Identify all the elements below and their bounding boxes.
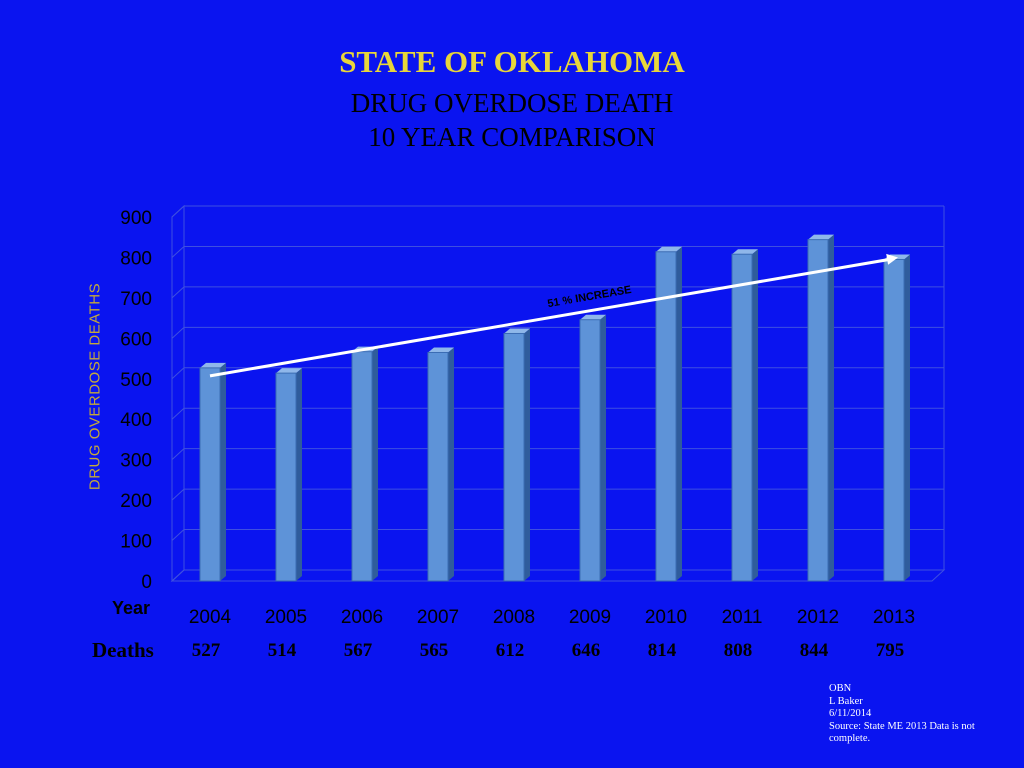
note-author: L Baker: [829, 695, 863, 707]
gridline-depth: [171, 488, 185, 501]
deaths-value: 646: [572, 640, 601, 661]
x-tick-label: 2013: [873, 607, 915, 628]
bar: [427, 351, 449, 582]
x-tick-label: 2008: [493, 607, 535, 628]
gridline-depth: [171, 367, 185, 380]
bar-side: [220, 362, 226, 581]
trend-line: [209, 257, 893, 378]
bar: [503, 332, 525, 582]
source-note: OBN L Baker 6/11/2014 Source: State ME 2…: [829, 683, 1009, 746]
bar: [807, 239, 829, 582]
deaths-value: 567: [344, 640, 373, 661]
chart-title: STATE OF OKLAHOMA: [339, 44, 685, 79]
bar: [655, 251, 677, 582]
deaths-value: 612: [496, 640, 525, 661]
bar: [275, 372, 297, 582]
bar-side: [600, 314, 606, 581]
deaths-value: 844: [800, 640, 829, 661]
gridline-depth: [171, 326, 185, 339]
y-axis-label: DRUG OVERDOSE DEATHS: [86, 282, 104, 491]
y-tick-label: 800: [120, 248, 152, 269]
bar-side: [372, 346, 378, 581]
x-tick-label: 2012: [797, 607, 839, 628]
y-tick-label: 300: [120, 451, 152, 472]
note-agency: OBN: [829, 683, 852, 694]
bar-top: [732, 249, 758, 255]
y-tick-label: 900: [120, 208, 152, 229]
bar-side: [828, 234, 834, 581]
bar-top: [504, 328, 530, 334]
x-tick-label: 2005: [265, 607, 307, 628]
y-tick-label: 400: [120, 410, 152, 431]
bar: [199, 367, 221, 582]
bar-top: [200, 362, 226, 368]
gridline-depth: [171, 529, 185, 541]
deaths-value: 514: [268, 640, 297, 661]
y-tick-label: 200: [120, 491, 152, 512]
y-tick-label: 0: [141, 572, 152, 593]
deaths-value: 814: [648, 640, 677, 661]
bar-top: [580, 314, 606, 320]
x-tick-label: 2010: [645, 607, 687, 628]
deaths-row-label: Deaths: [92, 638, 154, 662]
gridline-depth: [171, 246, 185, 258]
side-wall: [171, 204, 185, 583]
bar-top: [276, 368, 302, 374]
x-tick-label: 2011: [722, 607, 763, 628]
y-tick-label: 100: [120, 532, 152, 553]
gridline-depth: [171, 407, 185, 420]
bar-side: [752, 249, 758, 581]
note-source: Source: State ME 2013 Data is not comple…: [829, 720, 975, 745]
y-tick-label: 600: [120, 329, 152, 350]
gridline-depth: [171, 448, 185, 461]
deaths-value: 565: [420, 640, 449, 661]
chart-subtitle-2: 10 YEAR COMPARISON: [368, 122, 656, 152]
bar-top: [808, 234, 834, 240]
chart-subtitle-1: DRUG OVERDOSE DEATH: [350, 88, 674, 118]
bar-side: [448, 347, 454, 581]
bar: [351, 351, 373, 582]
gridline-depth: [171, 286, 185, 299]
x-axis-label: Year: [112, 598, 151, 618]
deaths-value: 527: [192, 640, 221, 661]
bar: [731, 253, 753, 582]
gridline-depth: [171, 205, 185, 218]
bar-top: [656, 246, 682, 252]
bar: [883, 258, 905, 582]
bar-side: [524, 328, 530, 581]
x-tick-label: 2007: [417, 607, 459, 628]
x-tick-label: 2006: [341, 607, 383, 628]
deaths-value: 808: [724, 640, 753, 661]
x-tick-label: 2004: [189, 607, 232, 628]
x-tick-label: 2009: [569, 607, 611, 628]
y-tick-label: 500: [120, 370, 152, 391]
deaths-value: 795: [876, 640, 905, 661]
bar-side: [296, 368, 302, 581]
bar-side: [676, 246, 682, 581]
bar-side: [904, 254, 910, 581]
note-date: 6/11/2014: [829, 708, 872, 719]
bar-top: [428, 347, 454, 353]
y-tick-label: 700: [120, 289, 152, 310]
bar: [579, 319, 601, 582]
trend-arrowhead: [886, 253, 898, 265]
